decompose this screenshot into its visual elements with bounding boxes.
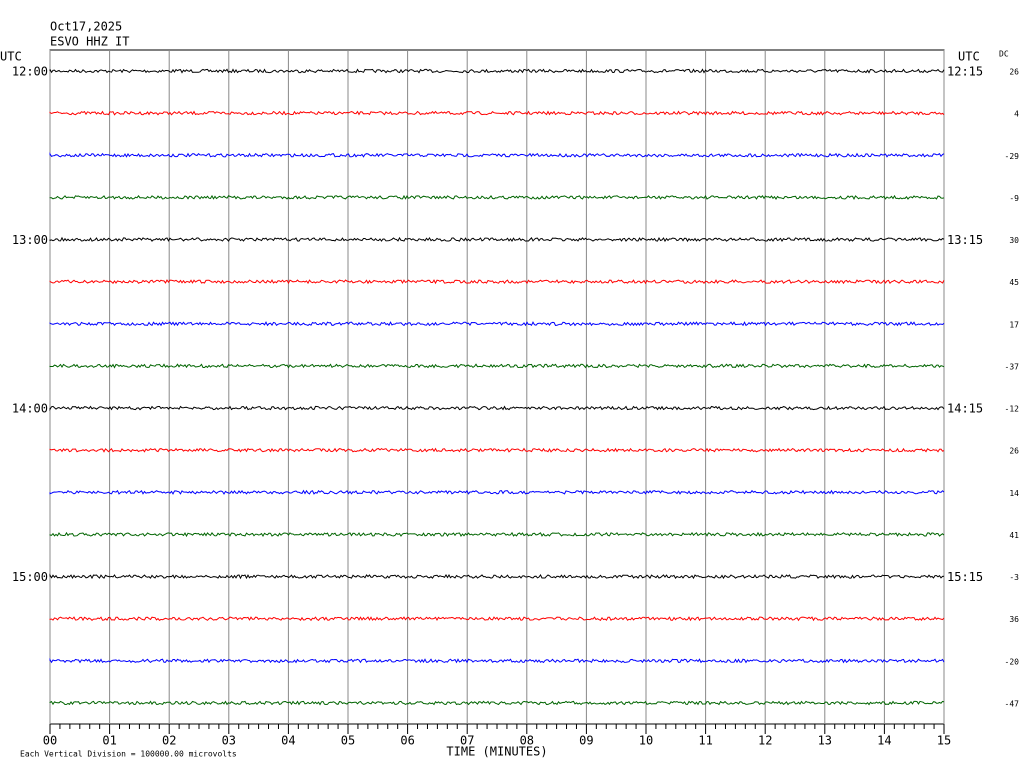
- x-tick-label: 08: [520, 734, 534, 748]
- left-time-label: 15:00: [12, 570, 48, 584]
- dc-value: 45: [1009, 278, 1019, 287]
- trace: [49, 447, 945, 453]
- date: Oct17,2025: [50, 20, 122, 34]
- left-time-label: 14:00: [12, 402, 48, 416]
- trace: [49, 363, 945, 369]
- x-tick-label: 10: [639, 734, 653, 748]
- x-tick-label: 13: [818, 734, 832, 748]
- trace: [49, 236, 945, 243]
- x-tick-label: 07: [460, 734, 474, 748]
- right-time-label: 15:15: [947, 570, 983, 584]
- x-tick-label: 04: [281, 734, 295, 748]
- x-tick-label: 02: [162, 734, 176, 748]
- trace: [49, 657, 945, 664]
- right-time-label: 14:15: [947, 402, 983, 416]
- trace: [49, 152, 945, 158]
- right-time-label: 12:15: [947, 65, 983, 79]
- trace: [49, 321, 945, 327]
- x-tick-label: 11: [698, 734, 712, 748]
- x-tick-label: 01: [102, 734, 116, 748]
- dc-value: -20: [1005, 657, 1020, 666]
- x-tick-label: 05: [341, 734, 355, 748]
- dc-value: 26: [1009, 68, 1019, 77]
- left-axis-title: UTC: [0, 50, 22, 64]
- trace: [49, 700, 945, 706]
- dc-value: 26: [1009, 447, 1019, 456]
- right-time-label: 13:15: [947, 233, 983, 247]
- dc-value: 30: [1009, 236, 1019, 245]
- dc-value: 14: [1009, 489, 1019, 498]
- x-tick-label: 06: [400, 734, 414, 748]
- trace: [49, 110, 945, 116]
- x-tick-label: 14: [877, 734, 891, 748]
- dc-value: -47: [1005, 699, 1020, 708]
- dc-value: -29: [1005, 152, 1020, 161]
- x-label: TIME (MINUTES): [446, 745, 547, 759]
- trace: [49, 531, 945, 538]
- dc-value: 4: [1014, 110, 1019, 119]
- trace: [49, 616, 945, 622]
- dc-value: -9: [1009, 194, 1019, 203]
- trace: [49, 573, 945, 580]
- x-tick-label: 00: [43, 734, 57, 748]
- dc-value: 17: [1009, 320, 1019, 329]
- left-time-label: 13:00: [12, 233, 48, 247]
- station: ESVO HHZ IT: [50, 35, 129, 49]
- dc-value: -12: [1005, 405, 1020, 414]
- trace: [49, 68, 945, 74]
- trace: [49, 279, 945, 285]
- x-tick-label: 03: [222, 734, 236, 748]
- right-axis-title: UTC: [958, 50, 980, 64]
- footer: Each Vertical Division = 100000.00 micro…: [20, 750, 237, 759]
- x-tick-label: 15: [937, 734, 951, 748]
- trace: [49, 405, 945, 412]
- dc-value: -37: [1005, 362, 1020, 371]
- left-time-label: 12:00: [12, 65, 48, 79]
- dc-value: -3: [1009, 573, 1019, 582]
- trace: [49, 489, 945, 495]
- x-tick-label: 09: [579, 734, 593, 748]
- dc-value: 36: [1009, 615, 1019, 624]
- dc-title: DC: [999, 50, 1009, 59]
- plot-frame: [49, 49, 945, 725]
- dc-value: 41: [1009, 531, 1019, 540]
- x-tick-label: 12: [758, 734, 772, 748]
- trace: [49, 194, 945, 200]
